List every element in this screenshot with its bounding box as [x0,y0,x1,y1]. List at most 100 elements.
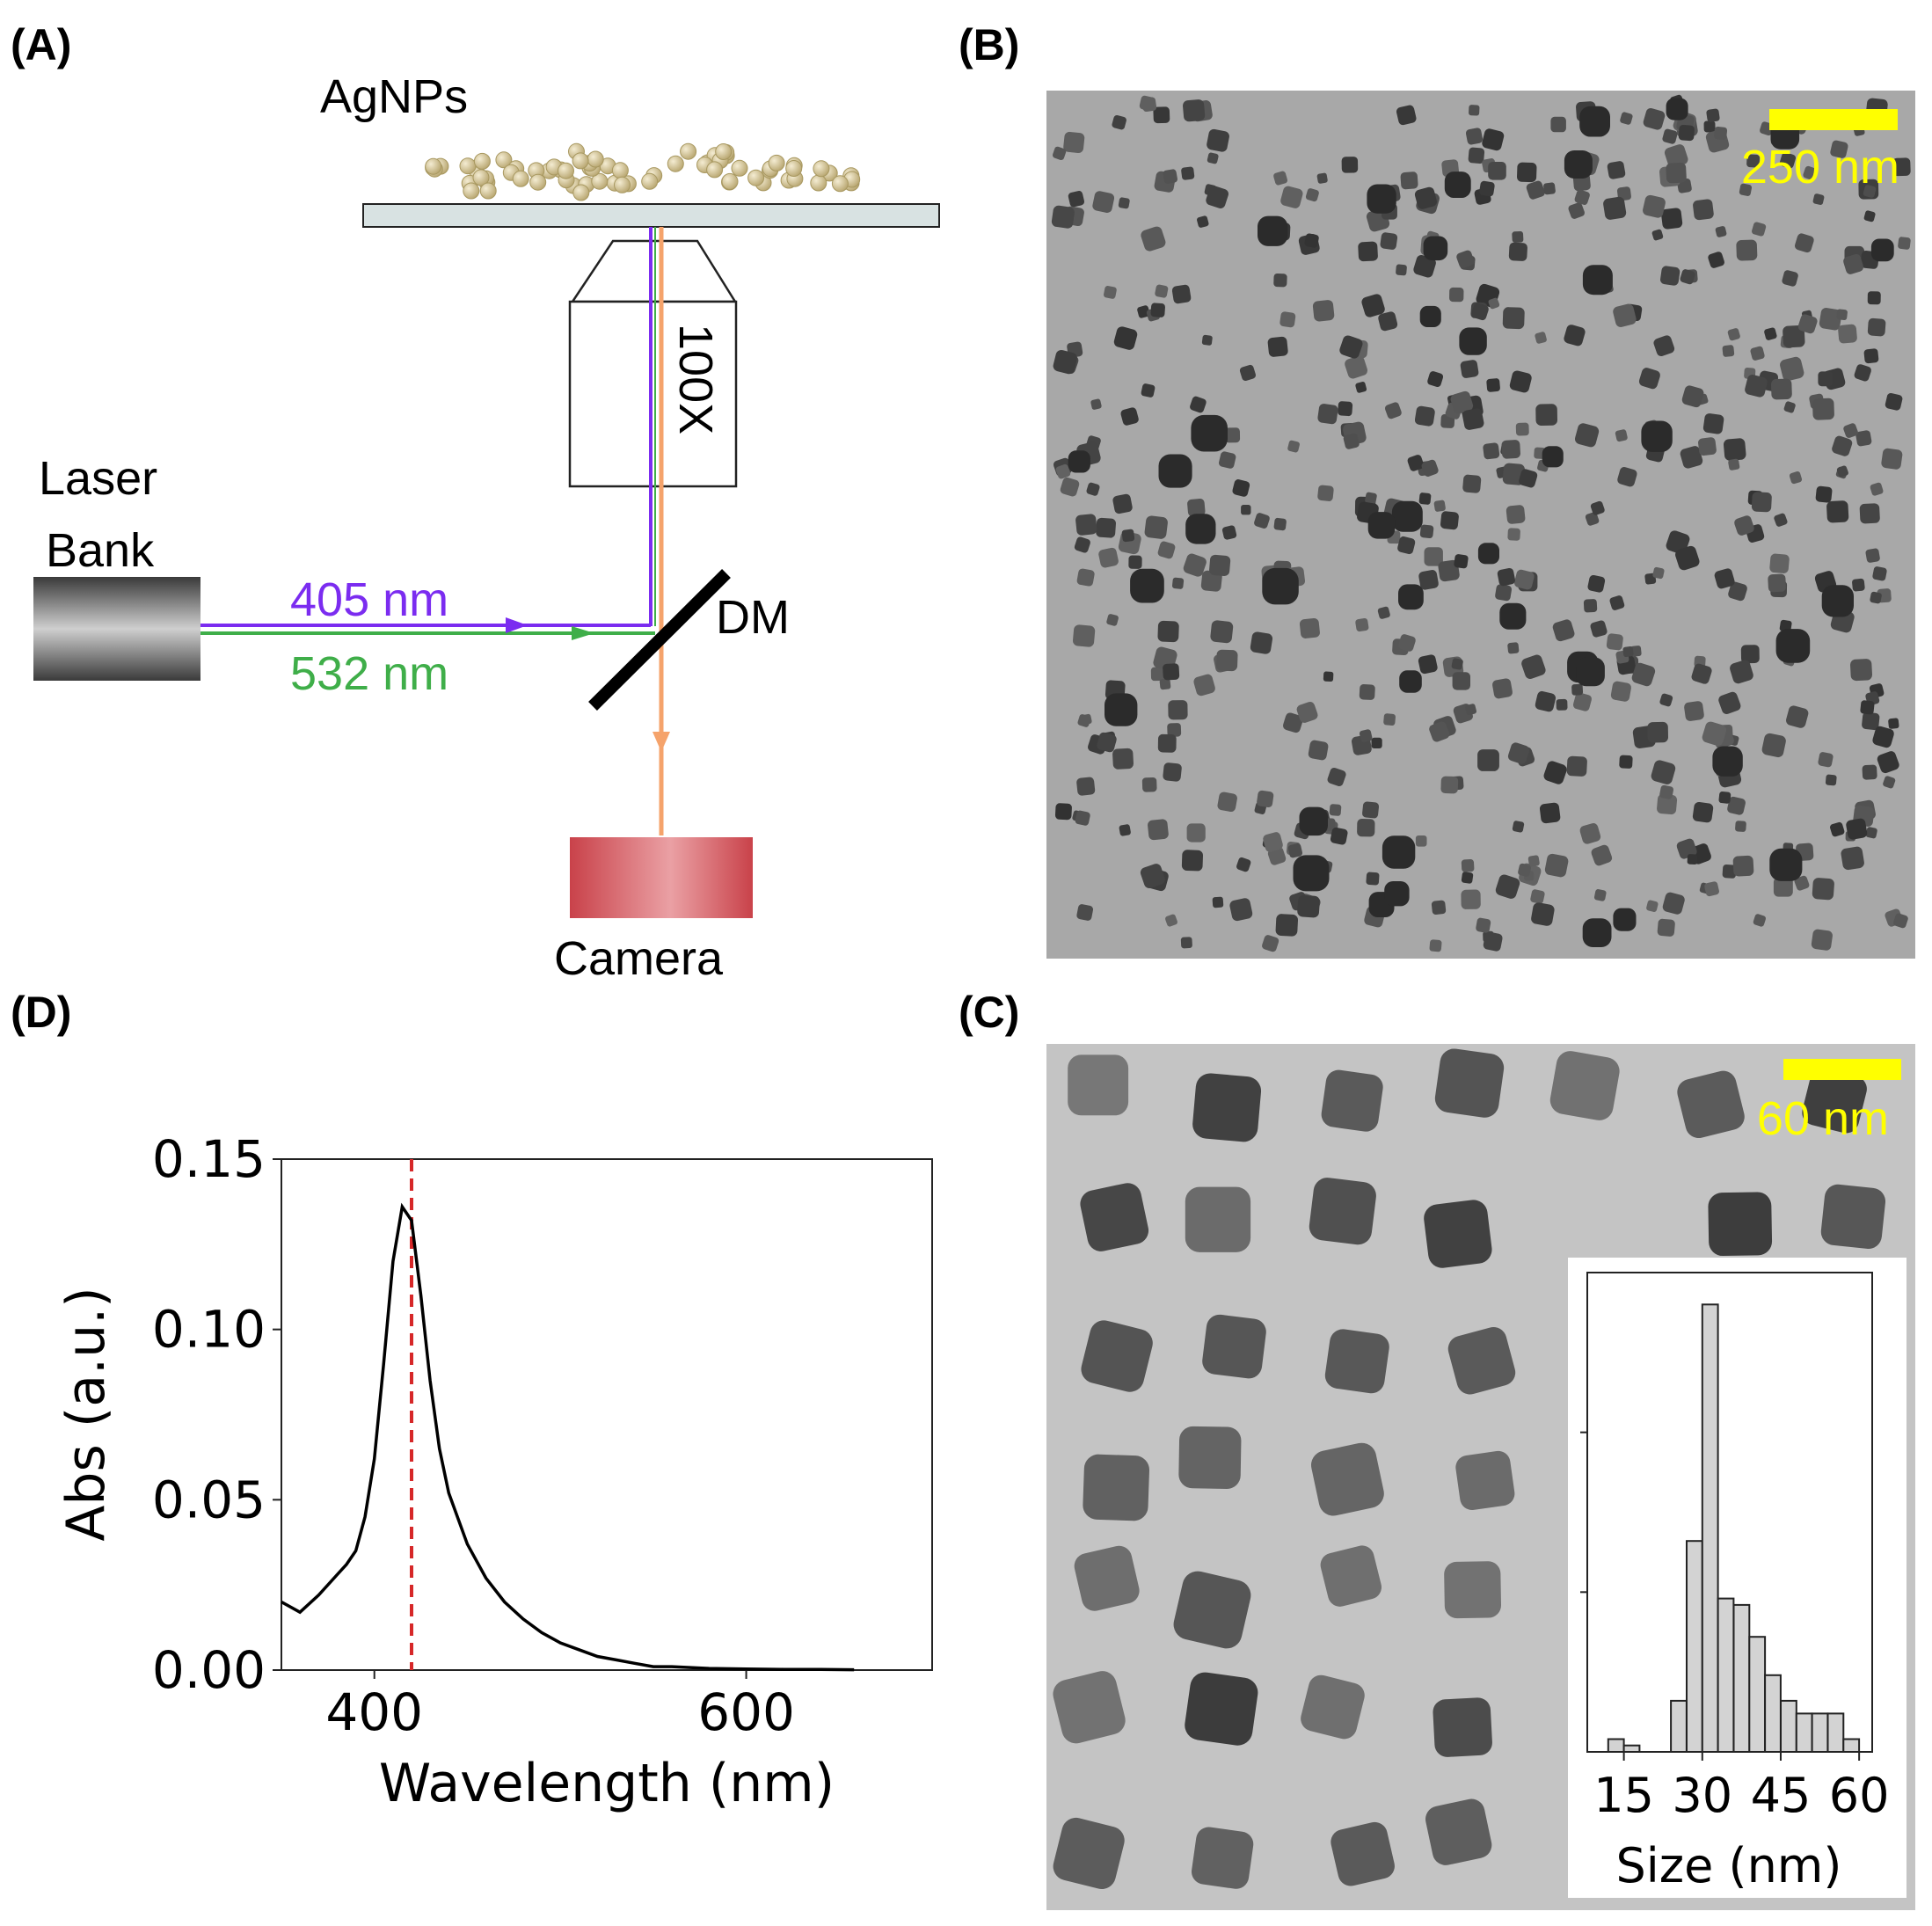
tem-particle [1407,455,1425,471]
panel-c-label: (C) [959,988,1019,1037]
absorbance-line [281,1202,855,1672]
tem-nanocube [1080,1183,1149,1251]
tem-particle [1662,892,1685,915]
tem-particle [1128,555,1142,569]
tem-particle [1615,429,1628,442]
tem-particle [1150,667,1165,682]
tem-particle [1825,774,1837,786]
tem-particle [1429,939,1442,952]
tem-particle-large [1399,670,1422,693]
nanoparticle [831,175,849,193]
tem-particle [1877,751,1899,774]
beam-532-label: 532 nm [290,647,448,700]
tem-particle [1579,823,1601,844]
tem-particle [1365,492,1377,505]
tem-particle [1865,827,1877,839]
tem-particle [1279,311,1296,328]
nanoparticle [680,142,697,160]
hist-x-tick-label: 15 [1593,1768,1654,1823]
tem-particle [1451,658,1463,670]
tem-particle [1163,762,1182,782]
tem-particle-large [1564,150,1593,179]
tem-particle [1564,325,1586,347]
tem-nanocube [1053,1817,1125,1890]
nanoparticle [813,160,830,178]
tem-particle [1287,843,1303,858]
tem-nanocube [1434,1048,1505,1118]
scale-label-b: 250 nm [1741,141,1899,193]
tem-particle [1812,193,1825,205]
tem-particle [1591,844,1613,866]
tem-particle [1680,446,1703,469]
tem-particle [1723,438,1746,461]
tem-particle [1501,440,1520,459]
tem-nanocube [1068,1054,1129,1116]
tem-particle-large [1105,693,1138,726]
histogram-bars [1580,1303,1861,1754]
tem-particle [1706,108,1720,122]
tem-particle [1753,914,1767,927]
tem-particle [1606,633,1623,651]
tem-particle [1086,482,1100,496]
tem-particle [1607,161,1626,179]
tem-particle [1141,777,1157,792]
tem-nanocube [1708,1192,1773,1257]
tem-particle [1165,914,1177,927]
tem-particle [1371,737,1382,748]
tem-particle [1357,819,1375,837]
tem-particle [1859,503,1880,524]
tem-particle [1140,864,1165,888]
tem-particle [1736,239,1758,261]
tem-particle-large [1130,568,1164,603]
tem-particle [1112,114,1126,130]
tem-particle [1339,335,1363,359]
tem-particle [1622,646,1634,658]
tem-particle [1452,672,1470,690]
tem-particle [1715,226,1727,237]
tem-particle [1507,742,1530,764]
nanoparticle-cluster [425,142,861,201]
tem-particle [1583,599,1598,613]
hist-x-tick-label: 30 [1672,1768,1732,1823]
tem-particle [1702,721,1727,747]
tem-particle [1819,308,1842,331]
tem-particle [1267,847,1287,865]
nanoparticle [641,172,659,190]
emission-arrowhead [653,732,670,752]
tem-particle-large [1384,881,1410,907]
tem-particle [1661,208,1683,230]
tem-nanocube [1447,1327,1516,1395]
tem-particle [1139,95,1156,112]
tem-particle [1090,398,1102,410]
tem-particle [1141,226,1166,252]
tem-particle [1171,577,1185,589]
tem-particle [1267,336,1288,357]
tem-particle [1181,166,1195,180]
tem-nanocube [1083,1454,1150,1521]
tem-particle [1418,570,1439,590]
tem-nanocube [1820,1184,1886,1250]
tem-particle [1830,140,1848,158]
tem-particle [1526,180,1545,200]
tem-particle [1676,838,1697,859]
tem-particle [1355,382,1367,393]
sample-label: AgNPs [320,70,468,123]
tem-particle [1521,654,1546,679]
tem-particle [1449,287,1464,303]
tem-particle [1786,705,1809,728]
nanoparticle [495,151,513,169]
tem-particle [1137,305,1150,318]
tem-particle [1885,393,1903,411]
tem-particle [1680,269,1695,285]
tem-particle [1812,398,1834,420]
tem-particle [1482,128,1505,151]
tem-particle [1183,553,1207,577]
panel-b-label: (B) [959,20,1019,69]
tem-particle [1512,821,1525,833]
tem-particle [1751,492,1772,513]
tem-particle [1657,918,1675,937]
tem-nanocube [1301,1674,1365,1740]
tem-particle [1072,624,1096,647]
tem-particle [1076,568,1095,587]
tem-particle [1193,674,1215,697]
